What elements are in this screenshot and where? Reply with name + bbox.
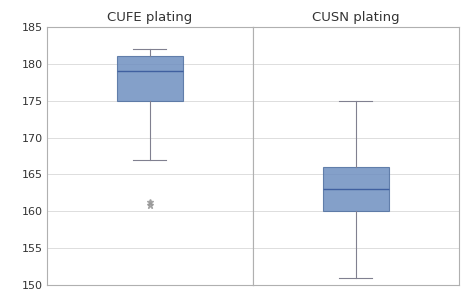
Title: CUFE plating: CUFE plating xyxy=(107,11,192,24)
PathPatch shape xyxy=(322,167,389,211)
PathPatch shape xyxy=(117,56,183,101)
Title: CUSN plating: CUSN plating xyxy=(312,11,400,24)
